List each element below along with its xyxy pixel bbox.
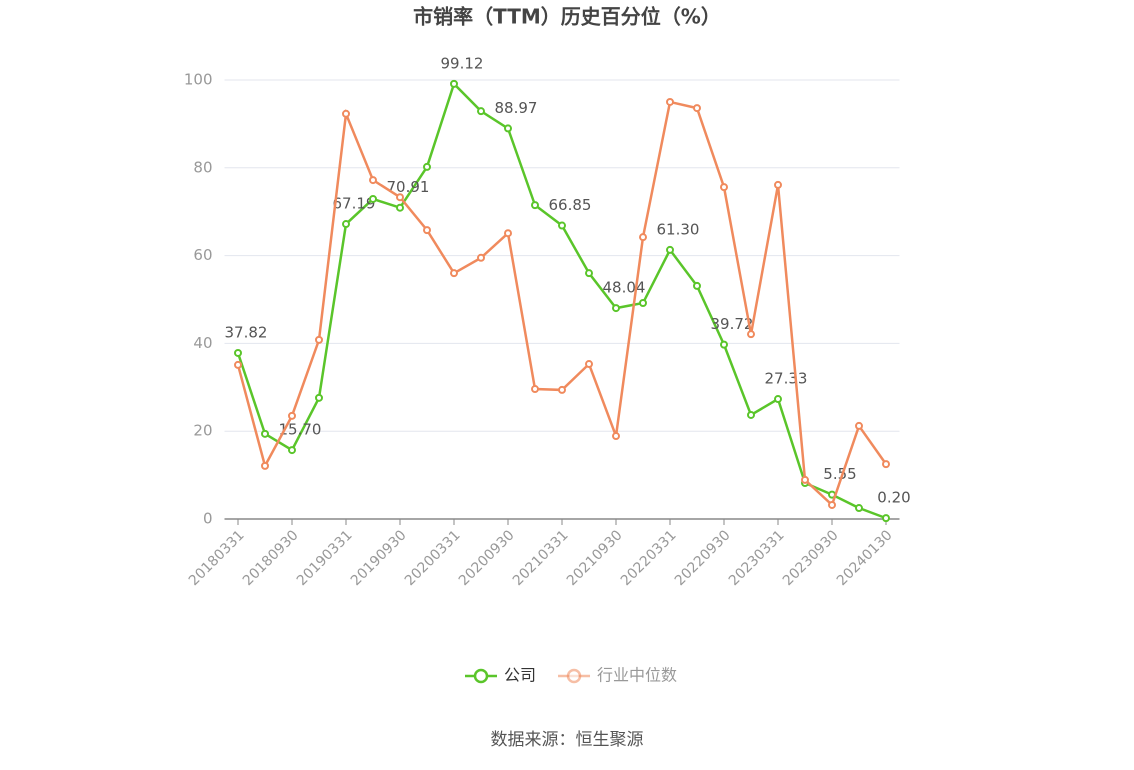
y-tick-label: 80: [193, 158, 212, 176]
point: [423, 162, 431, 171]
point: [693, 281, 701, 290]
point: [774, 180, 782, 189]
x-tick-label: 20220331: [618, 527, 680, 589]
point: [639, 233, 647, 242]
x-tick-label: 20180930: [240, 527, 302, 589]
point: [720, 183, 728, 192]
y-tick-label: 100: [184, 71, 213, 89]
x-tick-label: 20180331: [186, 527, 248, 589]
x-tick-label: 20210930: [564, 527, 626, 589]
data-label: 5.55: [823, 465, 856, 483]
point: [612, 432, 620, 441]
point: [477, 107, 485, 116]
y-tick-label: 0: [203, 510, 213, 528]
point: [369, 176, 377, 185]
point: [882, 514, 890, 523]
point: [504, 229, 512, 238]
point: [288, 446, 296, 455]
point: [396, 203, 404, 212]
point: [288, 411, 296, 420]
point: [720, 340, 728, 349]
chart-title: 市销率（TTM）历史百分位（%）: [413, 5, 721, 29]
point: [882, 460, 890, 469]
point: [234, 348, 242, 357]
x-tick-label: 20200930: [456, 527, 518, 589]
y-tick-label: 60: [193, 246, 212, 264]
point: [261, 429, 269, 438]
point: [234, 360, 242, 369]
data-label: 99.12: [441, 54, 484, 72]
point: [774, 395, 782, 404]
point: [855, 421, 863, 430]
point: [342, 220, 350, 229]
data-label: 70.91: [387, 178, 430, 196]
x-tick-label: 20210331: [510, 527, 572, 589]
point: [315, 393, 323, 402]
point: [450, 269, 458, 278]
point: [558, 385, 566, 394]
point: [801, 475, 809, 484]
point: [666, 245, 674, 254]
point: [828, 500, 836, 509]
point: [747, 330, 755, 339]
point: [558, 221, 566, 230]
series-line: [236, 100, 888, 508]
data-label: 27.33: [765, 370, 808, 388]
legend-marker: [473, 668, 489, 684]
point: [423, 226, 431, 235]
point: [585, 360, 593, 369]
legend-label: 公司: [504, 666, 536, 685]
x-tick-label: 20190930: [348, 527, 410, 589]
point: [585, 269, 593, 278]
point: [450, 79, 458, 88]
y-tick-label: 40: [193, 334, 212, 352]
point: [612, 304, 620, 313]
x-tick-label: 20220930: [672, 527, 734, 589]
point: [666, 97, 674, 106]
data-label: 48.04: [603, 279, 646, 297]
point: [342, 109, 350, 118]
point: [315, 335, 323, 344]
point: [531, 385, 539, 394]
point: [504, 124, 512, 133]
data-label: 61.30: [657, 220, 700, 238]
legend-label: 行业中位数: [597, 666, 677, 685]
data-label: 0.20: [877, 489, 910, 507]
data-label: 88.97: [495, 99, 538, 117]
x-tick-label: 20240130: [834, 527, 896, 589]
data-label: 39.72: [711, 315, 754, 333]
point: [639, 299, 647, 308]
point: [261, 461, 269, 470]
data-label: 15.70: [279, 421, 322, 439]
data-label: 66.85: [549, 196, 592, 214]
data-label: 67.19: [333, 195, 376, 213]
point: [855, 504, 863, 513]
point: [369, 194, 377, 203]
point: [531, 201, 539, 210]
x-tick-label: 20230331: [726, 527, 788, 589]
source: 数据来源：恒生聚源: [491, 730, 644, 750]
point: [396, 193, 404, 202]
legend-marker: [566, 668, 582, 684]
data-label: 37.82: [225, 323, 268, 341]
point: [477, 253, 485, 262]
x-tick-label: 20230930: [780, 527, 842, 589]
x-tick-label: 20200331: [402, 527, 464, 589]
x-tick-label: 20190331: [294, 527, 356, 589]
point: [693, 104, 701, 113]
y-tick-label: 20: [193, 422, 212, 440]
point: [747, 410, 755, 419]
